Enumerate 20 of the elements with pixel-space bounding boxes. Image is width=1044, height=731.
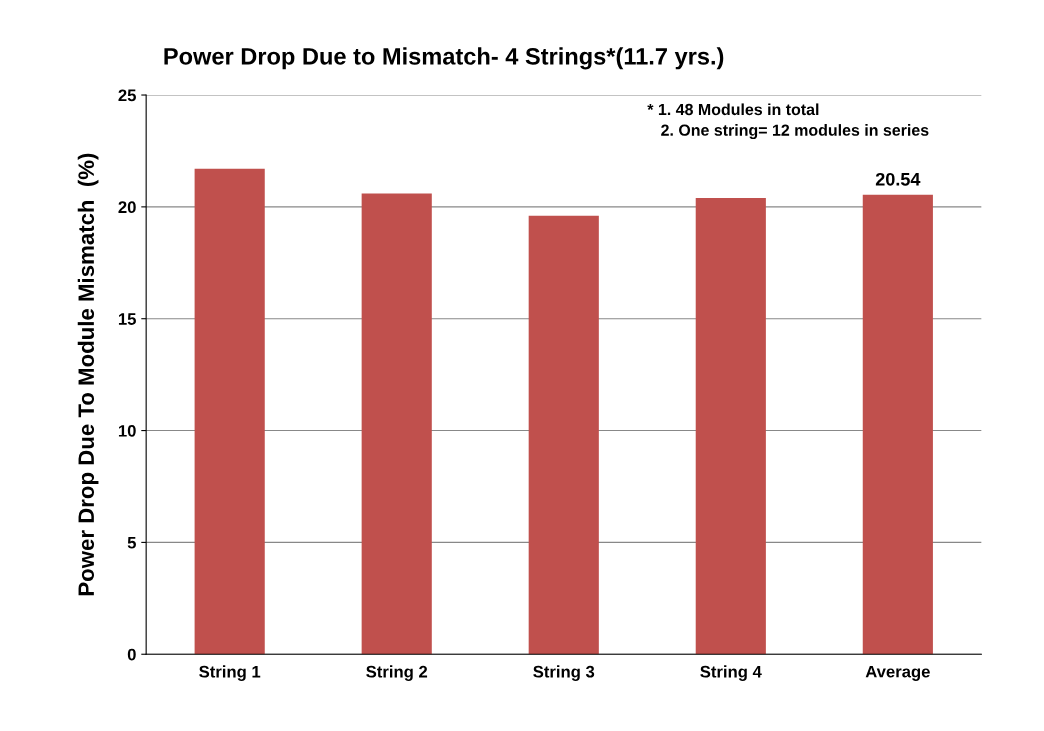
- x-tick-label: String 2: [366, 665, 428, 681]
- y-tick-label: 0: [127, 648, 136, 661]
- y-tick-label: 10: [118, 424, 136, 437]
- x-tick-label: String 1: [199, 665, 261, 681]
- bar: [194, 168, 265, 655]
- bar: [361, 193, 432, 655]
- bar: [528, 215, 599, 655]
- bar: [862, 194, 933, 655]
- chart-title: Power Drop Due to Mismatch- 4 Strings*(11.7 yrs.): [164, 47, 724, 70]
- x-tick-label: Average: [865, 665, 930, 681]
- annotation: * 1. 48 Modules in total 2. One string= 12 modules in series: [647, 103, 929, 140]
- bar: [695, 197, 766, 655]
- x-tick-label: String 4: [700, 665, 762, 681]
- y-tick-label: 25: [118, 89, 136, 102]
- y-tick-label: 5: [127, 536, 136, 549]
- y-axis-title: Power Drop Due To Module Mismatch (%): [77, 153, 99, 596]
- x-tick-label: String 3: [533, 665, 595, 681]
- y-tick-label: 15: [118, 313, 136, 325]
- data-label: 20.54: [875, 172, 921, 186]
- y-tick-label: 20: [118, 201, 136, 214]
